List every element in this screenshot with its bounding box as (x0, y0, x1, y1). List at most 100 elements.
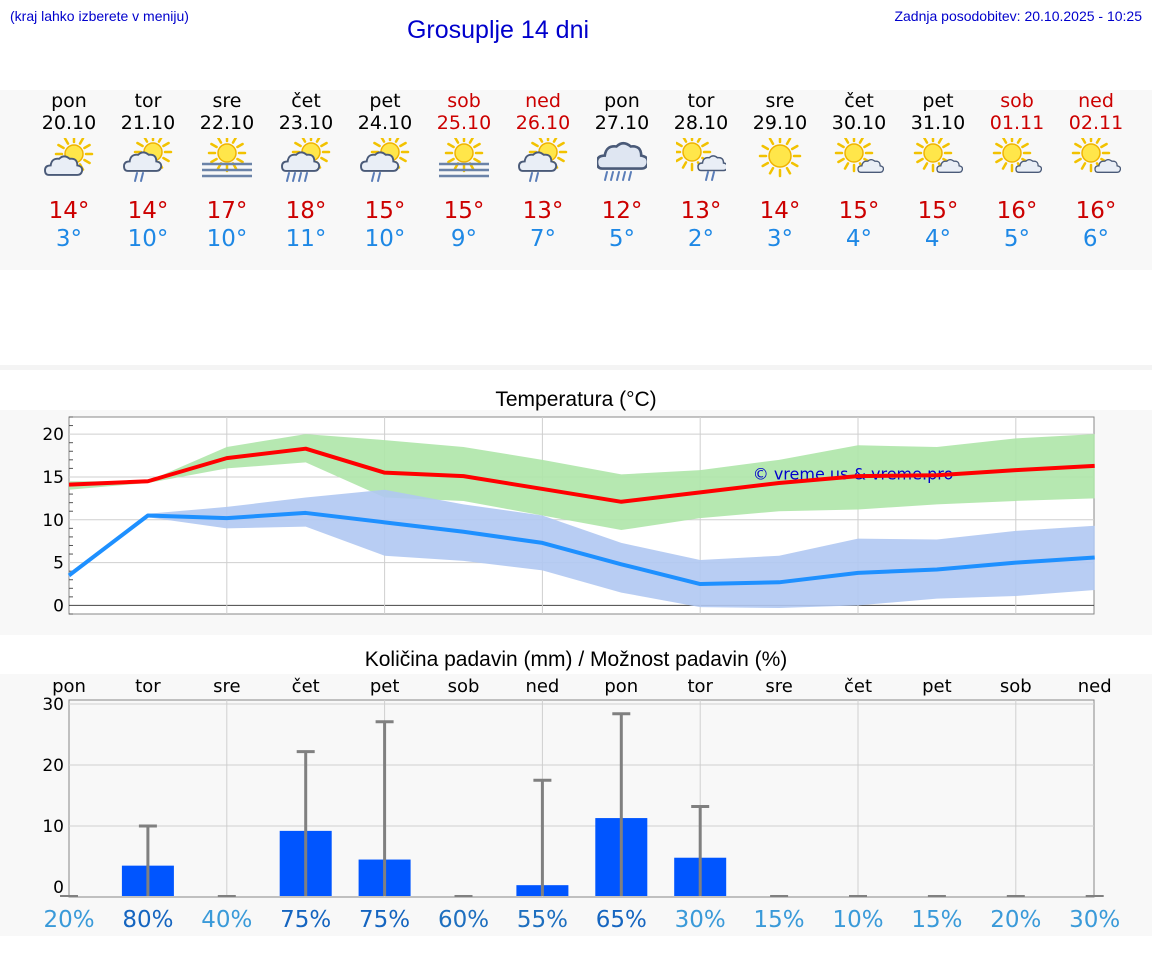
max-temp: 12° (601, 198, 643, 224)
day-name: ned (1078, 90, 1114, 112)
precip-probability: 60% (438, 907, 489, 933)
max-temp-line (68, 446, 1095, 504)
location-hint: (kraj lahko izberete v meniju) (10, 8, 189, 24)
plot-area (68, 699, 1095, 898)
max-temp: 14° (759, 198, 801, 224)
min-temp: 6° (1082, 226, 1110, 252)
precipitation-chart: pon tor sre čet pet sob ned pon tor sre čet pet sob n… (42, 676, 1120, 933)
min-temp: 11° (285, 226, 327, 252)
max-temp: 15° (443, 198, 485, 224)
max-temp: 15° (838, 198, 880, 224)
precip-probability: 15% (911, 907, 962, 933)
forecast-strip: pon 20.10 14° 3° tor 21.10 14° 10° sre 22.10 17° 10… (0, 90, 1152, 270)
day-label: ned (1078, 676, 1112, 697)
min-temp: 5° (608, 226, 636, 252)
precip-probability: 75% (280, 907, 331, 933)
max-temp: 15° (364, 198, 406, 224)
day-label: pon (52, 676, 86, 697)
min-temp: 10° (127, 226, 169, 252)
day-date: 25.10 (436, 112, 492, 134)
day-date: 02.11 (1068, 112, 1124, 134)
day-date: 27.10 (594, 112, 650, 134)
day-name: pon (604, 90, 640, 112)
min-temp: 4° (924, 226, 952, 252)
min-range-band (69, 489, 1095, 609)
day-label: čet (844, 676, 872, 697)
max-temp: 15° (917, 198, 959, 224)
precip-probability: 55% (517, 907, 568, 933)
last-update: Zadnja posodobitev: 20.10.2025 - 10:25 (894, 8, 1142, 24)
partly-cloudy-icon (44, 138, 94, 176)
cloudy-rain-icon (597, 141, 647, 181)
day-date: 28.10 (673, 112, 729, 134)
day-name: sob (447, 90, 481, 112)
max-temp: 13° (522, 198, 564, 224)
day-date: 24.10 (357, 112, 413, 134)
y-tick-label: 0 (53, 596, 64, 616)
max-temp: 16° (996, 198, 1038, 224)
min-temp: 10° (364, 226, 406, 252)
day-name: tor (134, 90, 162, 112)
day-name: sob (1000, 90, 1034, 112)
precip-probability: 15% (754, 907, 805, 933)
precip-probability: 10% (832, 907, 883, 933)
precip-probability: 65% (596, 907, 647, 933)
day-label: sob (1000, 676, 1032, 697)
day-date: 31.10 (910, 112, 966, 134)
sun-small-cloud-icon (1071, 138, 1121, 173)
min-temp: 3° (55, 226, 83, 252)
day-date: 30.10 (831, 112, 887, 134)
y-tick-label: 0 (53, 878, 64, 898)
day-date: 29.10 (752, 112, 808, 134)
precip-probability: 40% (201, 907, 252, 933)
day-date: 01.11 (989, 112, 1045, 134)
y-tick-label: 30 (42, 695, 64, 715)
day-name: pet (369, 90, 401, 112)
sun-cloud-light-rain-icon (676, 138, 726, 181)
temperature-chart-title: Temperatura (°C) (495, 388, 657, 411)
day-date: 26.10 (515, 112, 571, 134)
day-label: sre (213, 676, 240, 697)
precip-probability: 30% (1069, 907, 1120, 933)
day-date: 21.10 (120, 112, 176, 134)
max-temp: 14° (127, 198, 169, 224)
partly-cloudy-light-rain-icon (518, 138, 568, 182)
day-name: sre (212, 90, 242, 112)
min-temp: 3° (766, 226, 794, 252)
min-temp: 10° (206, 226, 248, 252)
divider (0, 365, 1152, 370)
day-name: tor (687, 90, 715, 112)
min-temp: 7° (529, 226, 557, 252)
day-label: sob (448, 676, 480, 697)
precip-probability: 30% (675, 907, 726, 933)
precip-probability: 20% (43, 907, 94, 933)
max-temp: 16° (1075, 198, 1117, 224)
watermark: © vreme.us & vreme.pro (753, 465, 954, 484)
day-name: pon (51, 90, 87, 112)
precip-probability: 75% (359, 907, 410, 933)
max-temp: 17° (206, 198, 248, 224)
y-tick-label: 10 (42, 817, 64, 837)
sun-icon (758, 138, 802, 178)
day-label: tor (687, 676, 713, 697)
max-temp: 18° (285, 198, 327, 224)
min-temp-line (67, 510, 1095, 587)
day-label: ned (525, 676, 559, 697)
sun-small-cloud-icon (913, 138, 963, 173)
partly-cloudy-rain-icon (281, 138, 331, 182)
sun-fog-icon (202, 138, 252, 178)
temperature-chart: 0 5 10 15 20 © vreme.us & vreme.pro (42, 416, 1095, 616)
page-title: Grosuplje 14 dni (406, 16, 590, 44)
day-date: 22.10 (199, 112, 255, 134)
precipitation-chart-title: Količina padavin (mm) / Možnost padavin … (364, 648, 788, 671)
day-label: tor (135, 676, 161, 697)
sun-small-cloud-icon (992, 138, 1042, 173)
day-name: pet (922, 90, 954, 112)
min-temp: 4° (845, 226, 873, 252)
day-name: sre (765, 90, 795, 112)
min-temp: 2° (687, 226, 715, 252)
sun-small-cloud-icon (834, 138, 884, 173)
precip-probability: 20% (990, 907, 1041, 933)
day-label: čet (292, 676, 320, 697)
day-name: čet (844, 90, 874, 112)
